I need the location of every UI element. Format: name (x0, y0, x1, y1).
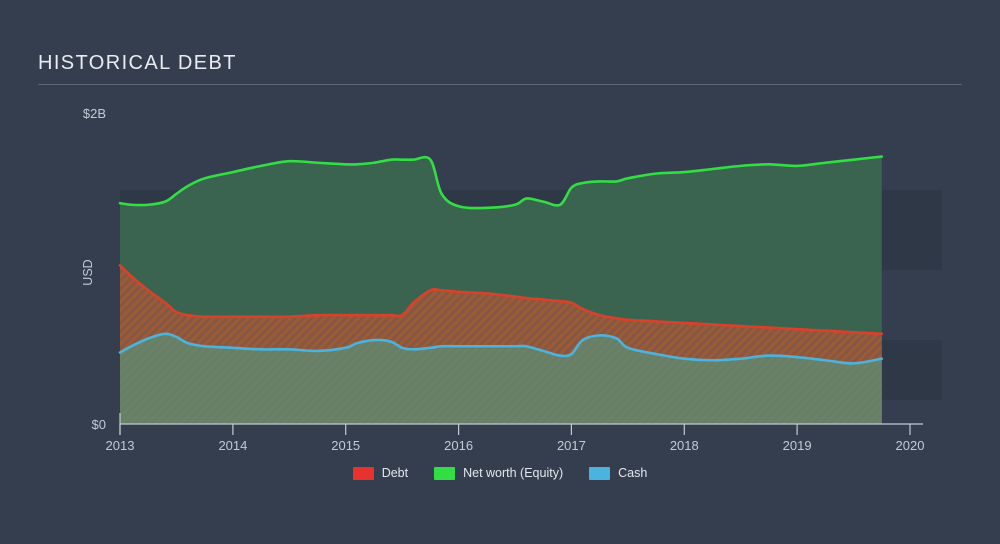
chart-title-row: HISTORICAL DEBT (38, 52, 962, 85)
legend-swatch-icon (352, 466, 374, 480)
chart-legend: Debt Net worth (Equity) Cash (0, 466, 1000, 480)
axis-tick-labels: 2013 2014 2015 2016 2017 2018 2019 2020 $2B $0 USD (81, 106, 924, 453)
x-tick-label: 2015 (331, 438, 360, 453)
legend-label: Net worth (Equity) (463, 466, 564, 480)
x-tick-label: 2019 (783, 438, 812, 453)
x-tick-label: 2018 (670, 438, 699, 453)
x-tick-label: 2013 (106, 438, 135, 453)
page-title: HISTORICAL DEBT (38, 52, 962, 85)
legend-label: Cash (618, 466, 648, 480)
legend-swatch-icon (434, 466, 456, 480)
y-tick-label: $0 (92, 417, 106, 432)
x-tick-label: 2017 (557, 438, 586, 453)
legend-item-net-worth-equity[interactable]: Net worth (Equity) (434, 466, 563, 480)
legend-item-debt[interactable]: Debt (352, 466, 409, 480)
x-tick-label: 2014 (218, 438, 247, 453)
line-net-worth-equity (118, 155, 884, 210)
legend-label: Debt (381, 466, 409, 480)
line-debt (118, 264, 884, 336)
legend-swatch-icon (589, 466, 611, 480)
x-tick-label: 2020 (896, 438, 925, 453)
y-axis-title: USD (81, 259, 95, 285)
series-lines (118, 155, 884, 365)
legend-item-cash[interactable]: Cash (589, 466, 647, 480)
line-cash (118, 332, 884, 365)
y-tick-label: $2B (83, 106, 106, 121)
series-area-cash (120, 333, 882, 424)
area-cash (120, 333, 882, 424)
x-tick-label: 2016 (444, 438, 473, 453)
